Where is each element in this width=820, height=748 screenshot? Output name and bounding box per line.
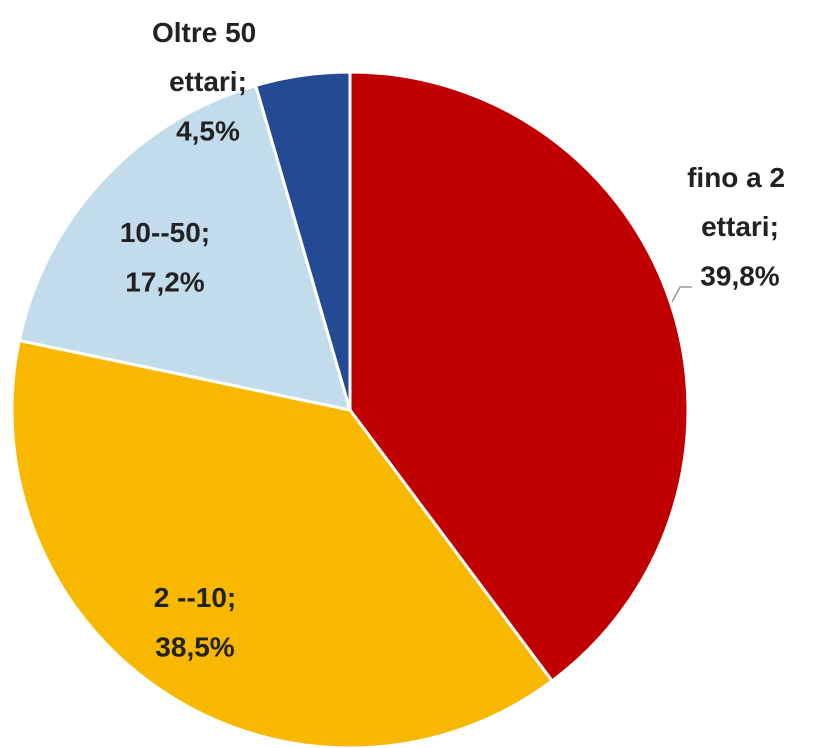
slice-category-label: 2 --10;: [154, 582, 236, 613]
pie-slice: [17, 83, 353, 412]
pie-slice: [348, 70, 690, 684]
pie-slice: [253, 70, 352, 411]
slice-value-label: 4,5%: [176, 115, 240, 146]
slice-category-label: Oltre 50 ettari;: [152, 17, 264, 97]
leader-line: [671, 286, 692, 303]
label-line: fino a 2: [687, 162, 793, 193]
slice-value-label: 39,8%: [700, 260, 779, 291]
label-line: ettari;: [169, 66, 247, 97]
pie-slice: [10, 338, 555, 748]
label-line: Oltre 50: [152, 17, 264, 48]
label-line: 10--50;: [120, 217, 210, 248]
slice-value-label: 17,2%: [125, 266, 204, 297]
slice-category-label: 10--50;: [120, 217, 210, 248]
slice-value-label: 38,5%: [155, 631, 234, 662]
slice-category-label: fino a 2 ettari;: [687, 162, 793, 242]
label-line: 2 --10;: [154, 582, 236, 613]
label-line: ettari;: [701, 211, 779, 242]
